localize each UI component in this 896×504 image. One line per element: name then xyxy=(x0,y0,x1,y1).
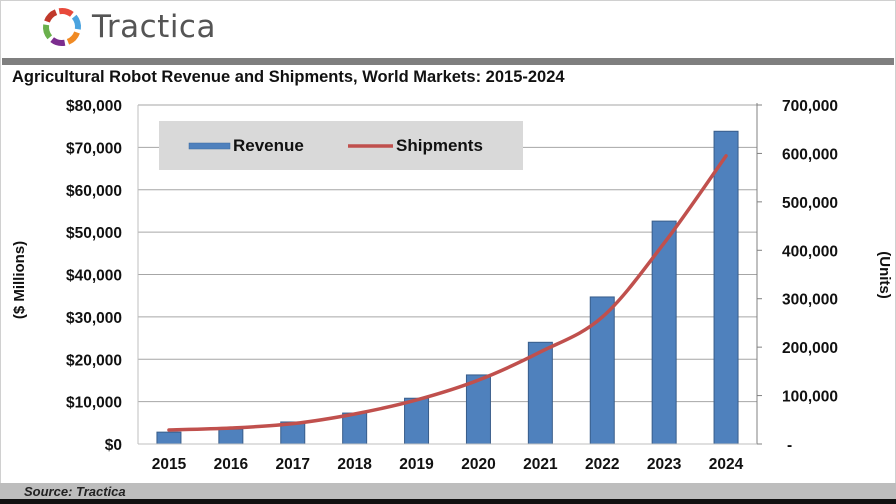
x-tick-label: 2024 xyxy=(709,456,744,473)
x-tick-label: 2018 xyxy=(337,456,372,473)
legend-label-shipments: Shipments xyxy=(396,136,483,155)
y-axis-label: ($ Millions) xyxy=(11,241,28,319)
legend: Revenue Shipments xyxy=(159,121,523,170)
bar-revenue xyxy=(404,397,430,445)
y2-tick-label: 500,000 xyxy=(782,195,838,212)
logo-petal xyxy=(50,37,66,46)
footer-bar: Source: Tractica xyxy=(0,483,896,499)
brand-logo: Tractica xyxy=(40,6,216,48)
y-tick-label: $60,000 xyxy=(66,183,122,200)
bottom-border xyxy=(0,499,896,504)
bar-revenue xyxy=(651,220,677,445)
y2-tick-label: 100,000 xyxy=(782,389,838,406)
y-tick-label: $20,000 xyxy=(66,352,122,369)
brand-name: Tractica xyxy=(92,9,216,45)
bar-revenue xyxy=(156,431,182,445)
y-tick-label: $80,000 xyxy=(66,98,122,115)
tractica-logo-icon xyxy=(43,8,81,46)
y-tick-label: $40,000 xyxy=(66,268,122,285)
header-divider xyxy=(2,58,894,65)
bar-revenue xyxy=(218,428,244,445)
bar-revenue xyxy=(713,130,739,445)
y2-tick-label: - xyxy=(787,437,792,454)
y2-tick-label: 300,000 xyxy=(782,292,838,309)
logo-petal xyxy=(43,24,53,40)
y-tick-label: $10,000 xyxy=(66,395,122,412)
x-tick-label: 2015 xyxy=(152,456,187,473)
bar-revenue xyxy=(342,412,368,445)
legend-swatch-revenue xyxy=(188,142,231,150)
logo-petal xyxy=(58,8,74,17)
x-tick-label: 2017 xyxy=(276,456,310,473)
y2-axis-label: (Units) xyxy=(876,251,893,299)
logo-petal xyxy=(66,31,80,45)
y2-tick-label: 700,000 xyxy=(782,98,838,115)
y-tick-label: $0 xyxy=(105,437,122,454)
y2-tick-label: 400,000 xyxy=(782,243,838,260)
bar-revenue xyxy=(465,374,491,445)
chart-title: Agricultural Robot Revenue and Shipments… xyxy=(12,68,565,86)
x-tick-label: 2020 xyxy=(461,456,495,473)
x-tick-label: 2023 xyxy=(647,456,682,473)
logo-petal xyxy=(71,14,81,30)
x-tick-label: 2016 xyxy=(214,456,249,473)
source-note: Source: Tractica xyxy=(24,484,126,499)
x-tick-label: 2022 xyxy=(585,456,619,473)
legend-label-revenue: Revenue xyxy=(233,136,304,155)
x-tick-label: 2019 xyxy=(399,456,434,473)
logo-petal xyxy=(44,9,58,23)
x-tick-label: 2021 xyxy=(523,456,558,473)
y2-tick-label: 200,000 xyxy=(782,340,838,357)
y-tick-label: $30,000 xyxy=(66,310,122,327)
line-shipments xyxy=(167,154,728,432)
y-tick-label: $50,000 xyxy=(66,225,122,242)
y-tick-label: $70,000 xyxy=(66,140,122,157)
y2-tick-label: 600,000 xyxy=(782,146,838,163)
